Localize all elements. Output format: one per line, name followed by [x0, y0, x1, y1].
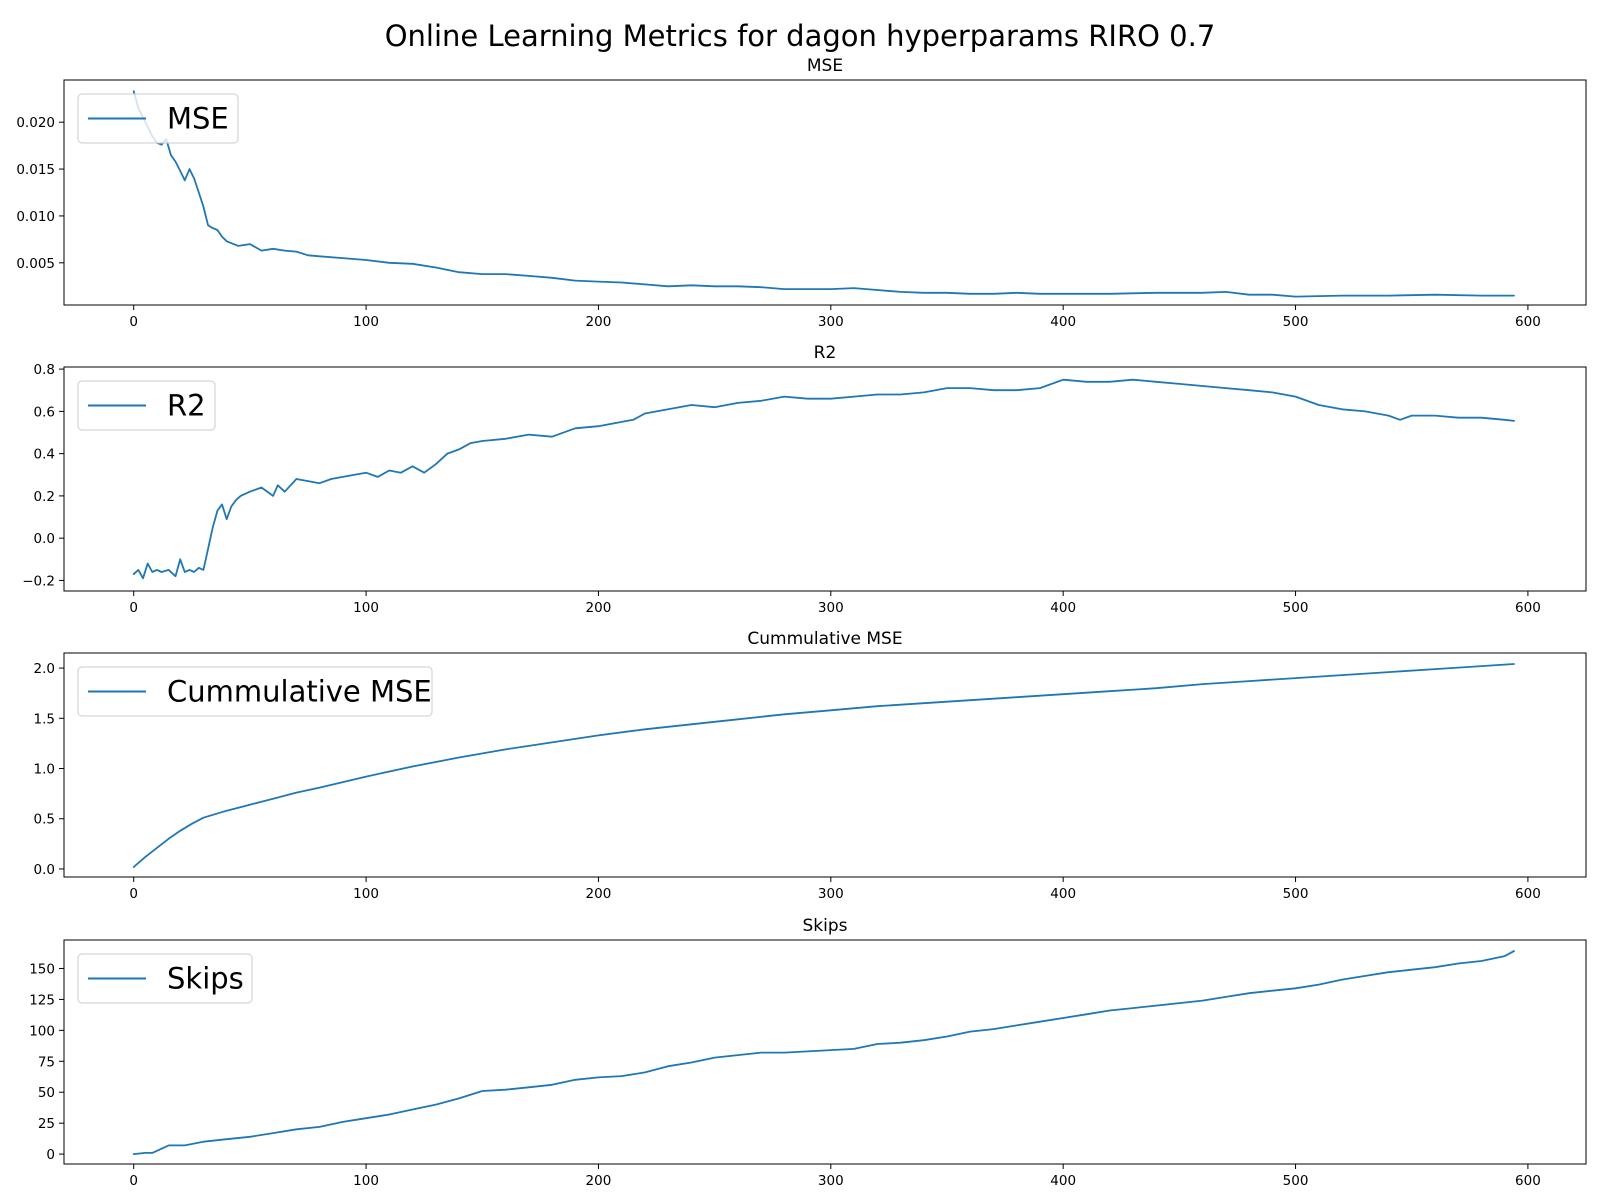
x-tick-label: 500: [1283, 600, 1309, 616]
x-tick-label: 600: [1515, 886, 1541, 902]
subplot-title: R2: [814, 343, 837, 363]
x-tick-label: 0: [129, 600, 138, 616]
y-tick-label: 0.020: [16, 115, 55, 131]
y-tick-label: 100: [29, 1023, 55, 1039]
legend: Cummulative MSE: [78, 667, 432, 716]
x-tick-label: 200: [586, 314, 612, 330]
y-tick-label: 2.0: [34, 661, 55, 677]
y-tick-label: 75: [38, 1054, 55, 1070]
x-tick-label: 200: [586, 886, 612, 902]
legend-label: Cummulative MSE: [167, 675, 432, 709]
x-tick-label: 500: [1283, 886, 1309, 902]
legend: Skips: [78, 954, 252, 1003]
x-tick-label: 200: [586, 1173, 612, 1189]
x-tick-label: 100: [353, 314, 379, 330]
x-tick-label: 400: [1050, 314, 1076, 330]
subplot-title: MSE: [807, 56, 843, 76]
x-tick-label: 100: [353, 886, 379, 902]
y-tick-label: 0.0: [34, 862, 55, 878]
y-tick-label: 125: [29, 992, 55, 1008]
x-tick-label: 500: [1283, 1173, 1309, 1189]
y-tick-label: 0.6: [34, 404, 55, 420]
x-tick-label: 300: [818, 314, 844, 330]
y-tick-label: 0.8: [34, 362, 55, 378]
x-tick-label: 500: [1283, 314, 1309, 330]
x-tick-label: 400: [1050, 600, 1076, 616]
x-tick-label: 400: [1050, 886, 1076, 902]
legend: MSE: [78, 94, 238, 143]
figure-title: Online Learning Metrics for dagon hyperp…: [385, 19, 1216, 53]
x-tick-label: 0: [129, 886, 138, 902]
y-tick-label: 0: [46, 1147, 55, 1163]
y-tick-label: 0.010: [16, 209, 55, 225]
x-tick-label: 0: [129, 314, 138, 330]
legend-label: Skips: [167, 962, 244, 996]
x-tick-label: 400: [1050, 1173, 1076, 1189]
x-tick-label: 600: [1515, 600, 1541, 616]
y-tick-label: 0.005: [16, 256, 55, 272]
x-tick-label: 200: [586, 600, 612, 616]
y-tick-label: 0.4: [34, 447, 55, 463]
legend-label: R2: [167, 389, 206, 423]
x-tick-label: 300: [818, 600, 844, 616]
legend: R2: [78, 381, 215, 430]
subplot-title: Skips: [802, 916, 847, 936]
y-tick-label: 0.0: [34, 531, 55, 547]
y-tick-label: 25: [38, 1116, 55, 1132]
subplot-title: Cummulative MSE: [747, 629, 902, 649]
x-tick-label: 300: [818, 886, 844, 902]
x-tick-label: 0: [129, 1173, 138, 1189]
x-tick-label: 300: [818, 1173, 844, 1189]
x-tick-label: 600: [1515, 1173, 1541, 1189]
y-tick-label: 1.5: [34, 711, 55, 727]
x-tick-label: 100: [353, 1173, 379, 1189]
y-tick-label: 0.2: [34, 489, 55, 505]
y-tick-label: 50: [38, 1085, 55, 1101]
x-tick-label: 600: [1515, 314, 1541, 330]
legend-label: MSE: [167, 102, 229, 136]
y-tick-label: 0.5: [34, 812, 55, 828]
y-tick-label: 150: [29, 961, 55, 977]
y-tick-label: 1.0: [34, 762, 55, 778]
y-tick-label: −0.2: [22, 573, 55, 589]
y-tick-label: 0.015: [16, 162, 55, 178]
x-tick-label: 100: [353, 600, 379, 616]
